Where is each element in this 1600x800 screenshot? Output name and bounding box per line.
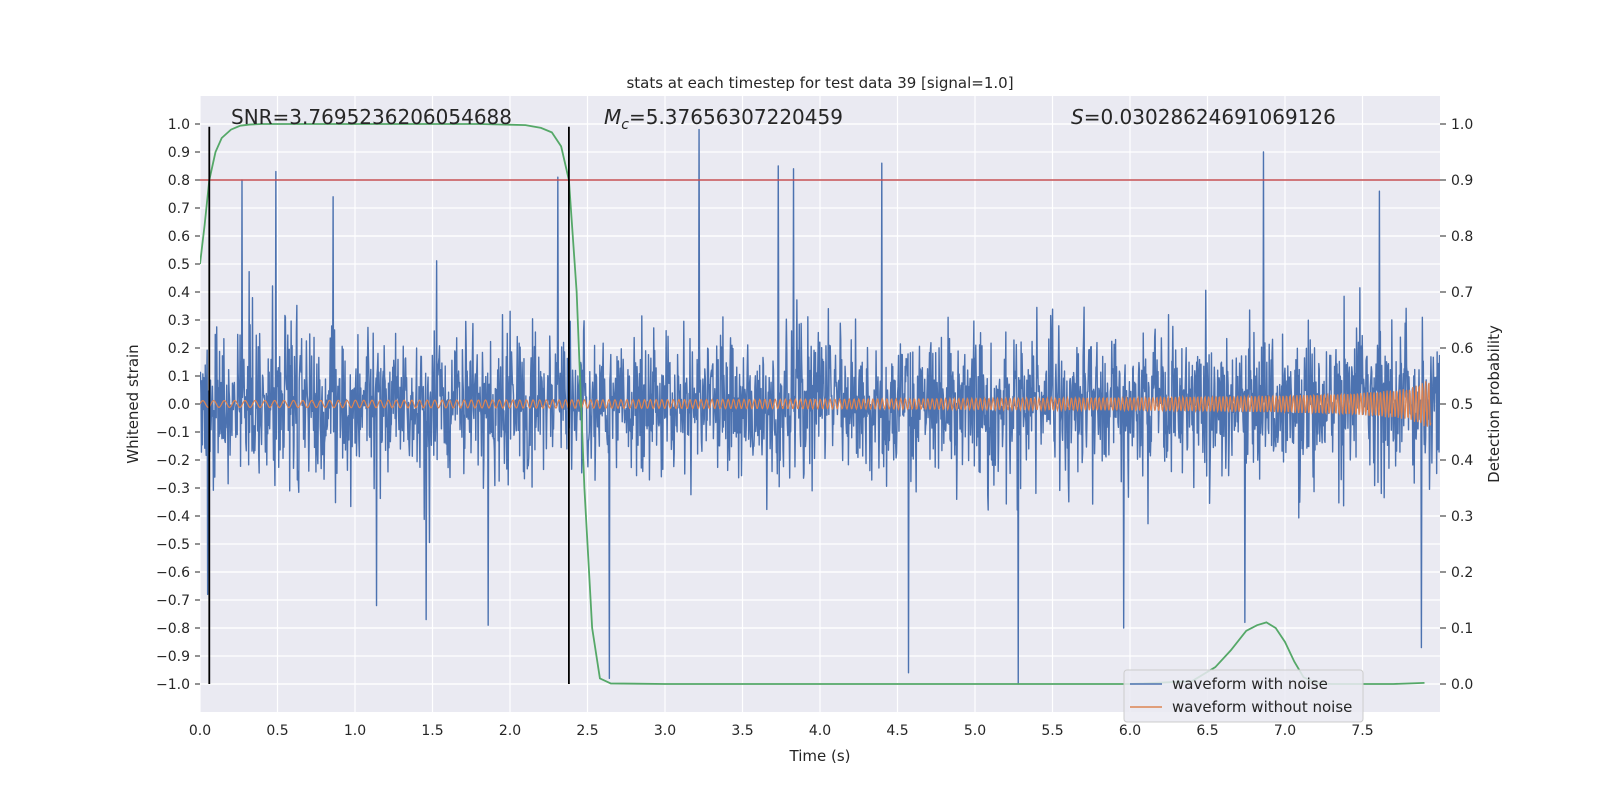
y-tick-label: 0.3 [168,313,190,329]
y-tick-label: 0.5 [168,257,190,273]
chart-title: stats at each timestep for test data 39 … [626,74,1013,92]
x-axis-label: Time (s) [789,747,851,765]
y-tick-label: 0.0 [168,397,190,413]
legend: waveform with noise waveform without noi… [1123,669,1364,723]
x-tick-label: 0.0 [189,723,211,739]
legend-label-clean: waveform without noise [1172,698,1352,716]
x-tick-label: 4.5 [886,723,908,739]
y-tick-label: 0.2 [168,341,190,357]
y-axis-label: Whitened strain [124,344,142,463]
x-tick-label: 7.5 [1351,723,1373,739]
series-detection-probability [200,123,1425,685]
x-tick-label: 5.5 [1041,723,1063,739]
y-tick-label: 0.7 [168,201,190,217]
y-tick-label: 0.8 [168,173,190,189]
y-tick-label: 0.9 [168,145,190,161]
mc-symbol: M [604,105,621,129]
s-value: =0.03028624691069126 [1084,105,1336,129]
y2-tick-label: 0.4 [1451,453,1473,469]
mc-subscript: c [621,117,629,133]
mc-value: =5.37656307220459 [629,105,843,129]
y-tick-label: −0.1 [156,425,190,441]
axes: 0.0 0.5 1.0 1.5 2.0 2.5 3.0 3.5 4.0 4.5 5.0 5.5 6.0 6… [156,117,1473,739]
y-tick-label: 0.1 [168,369,190,385]
y2-tick-label: 0.0 [1451,677,1473,693]
y-tick-label: −1.0 [156,677,190,693]
s-annotation: S=0.03028624691069126 [1071,105,1336,129]
y-tick-label: −0.7 [156,593,190,609]
y2-tick-label: 0.9 [1451,173,1473,189]
y-tick-label: −0.4 [156,509,190,525]
y2-tick-label: 0.1 [1451,621,1473,637]
x-tick-label: 1.0 [344,723,366,739]
x-tick-label: 6.0 [1119,723,1141,739]
snr-annotation: SNR=3.7695236206054688 [231,105,512,129]
y2-tick-label: 0.5 [1451,397,1473,413]
y-tick-label: −0.8 [156,621,190,637]
x-tick-label: 3.0 [654,723,676,739]
y-tick-label: −0.5 [156,537,190,553]
x-tick-label: 3.5 [731,723,753,739]
x-tick-label: 0.5 [266,723,288,739]
y-tick-label: −0.6 [156,565,190,581]
chirp-mass-annotation: Mc=5.37656307220459 [604,105,843,133]
y-tick-label: 0.4 [168,285,190,301]
x-tick-label: 7.0 [1274,723,1296,739]
y-tick-label: −0.2 [156,453,190,469]
x-tick-label: 2.0 [499,723,521,739]
x-tick-label: 4.0 [809,723,831,739]
x-tick-label: 6.5 [1196,723,1218,739]
s-symbol: S [1071,105,1084,129]
y-tick-label: −0.9 [156,649,190,665]
y2-tick-label: 0.2 [1451,565,1473,581]
y2-tick-label: 0.8 [1451,229,1473,245]
legend-box [1123,669,1364,723]
y2-tick-label: 1.0 [1451,117,1473,133]
x-tick-label: 5.0 [964,723,986,739]
y2-tick-label: 0.6 [1451,341,1473,357]
y-tick-label: −0.3 [156,481,190,497]
series-waveform-without-noise [200,381,1432,427]
y-tick-label: 0.6 [168,229,190,245]
y2-tick-label: 0.3 [1451,509,1473,525]
plot-marks [200,123,1440,685]
y-tick-label: 1.0 [168,117,190,133]
y2-tick-label: 0.7 [1451,285,1473,301]
legend-label-noise: waveform with noise [1172,675,1328,693]
x-tick-label: 1.5 [421,723,443,739]
y2-axis-label: Detection probability [1485,325,1503,483]
x-tick-label: 2.5 [576,723,598,739]
